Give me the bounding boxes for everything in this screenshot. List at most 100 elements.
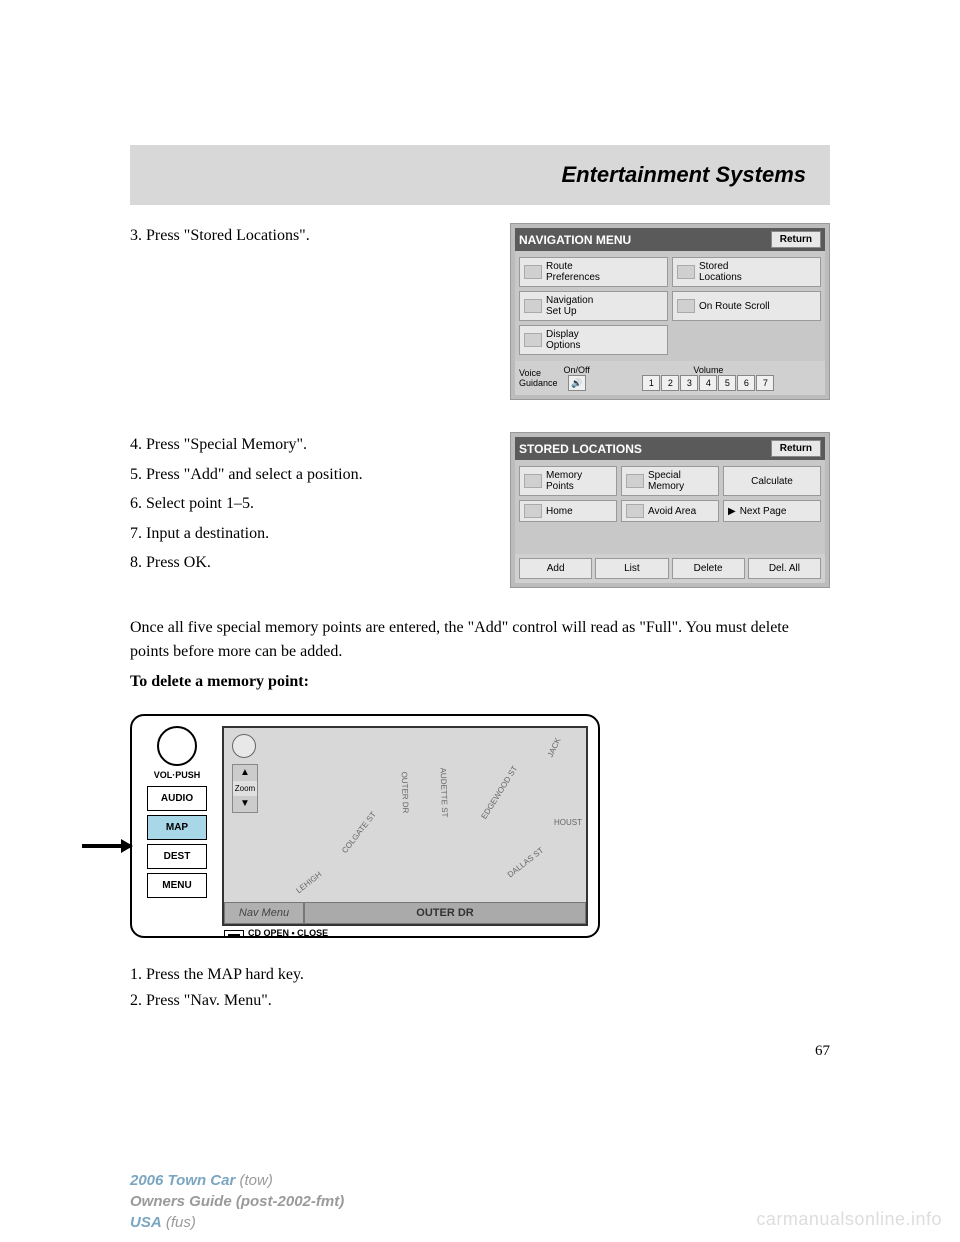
vol-6[interactable]: 6: [737, 375, 755, 391]
vol-5[interactable]: 5: [718, 375, 736, 391]
memory-icon: [524, 474, 542, 488]
current-street: OUTER DR: [304, 902, 586, 924]
setup-icon: [524, 299, 542, 313]
btn-label: Avoid Area: [648, 506, 696, 517]
voice-label: Voice Guidance: [519, 368, 558, 388]
scroll-icon: [677, 299, 695, 313]
btn-label: Display Options: [546, 329, 580, 351]
btn-label: Route Preferences: [546, 261, 600, 283]
map-street-label: EDGEWOOD ST: [479, 764, 519, 820]
delete-heading: To delete a memory point:: [130, 670, 830, 694]
audio-key[interactable]: AUDIO: [147, 786, 207, 811]
delall-button[interactable]: Del. All: [748, 558, 821, 579]
after-device-steps: 1. Press the MAP hard key. 2. Press "Nav…: [130, 962, 830, 1013]
calculate-button[interactable]: Calculate: [723, 466, 821, 496]
cd-label-text: CD OPEN • CLOSE: [248, 928, 328, 938]
btn-label: Stored Locations: [699, 261, 742, 283]
menu-key[interactable]: MENU: [147, 873, 207, 898]
vol-1[interactable]: 1: [642, 375, 660, 391]
cd-slot-icon: [224, 930, 244, 938]
onoff-button[interactable]: 🔊: [568, 375, 586, 391]
display-icon: [524, 333, 542, 347]
ss-titlebar: STORED LOCATIONS Return: [515, 437, 825, 460]
ss-bottom-row: Add List Delete Del. All: [515, 554, 825, 583]
btn-label: Memory Points: [546, 470, 582, 492]
ss-title: STORED LOCATIONS: [519, 442, 642, 456]
nav-menu-button[interactable]: Nav Menu: [224, 902, 304, 924]
list-button[interactable]: List: [595, 558, 668, 579]
nav-device-illustration: VOL·PUSH AUDIO MAP DEST MENU ▲ Zoom ▼ LE…: [130, 714, 600, 938]
next-page-button[interactable]: ▶Next Page: [723, 500, 821, 522]
step7: 7. Input a destination.: [130, 521, 490, 547]
zoom-control[interactable]: ▲ Zoom ▼: [232, 764, 258, 813]
step6: 6. Select point 1–5.: [130, 491, 490, 517]
step3-line: 3. Press "Stored Locations".: [130, 223, 490, 249]
delete-button[interactable]: Delete: [672, 558, 745, 579]
vol-2[interactable]: 2: [661, 375, 679, 391]
ss-button-grid: Route Preferences Stored Locations Navig…: [515, 251, 825, 361]
page-footer: 2006 Town Car (tow) Owners Guide (post-2…: [130, 1170, 830, 1233]
return-button[interactable]: Return: [771, 440, 821, 457]
memory-points-button[interactable]: Memory Points: [519, 466, 617, 496]
ss-grid: Memory Points Special Memory Calculate H…: [515, 460, 825, 528]
route-icon: [524, 265, 542, 279]
vol-4[interactable]: 4: [699, 375, 717, 391]
display-options-button[interactable]: Display Options: [519, 325, 668, 355]
footer-model-code: (tow): [240, 1172, 273, 1189]
return-button[interactable]: Return: [771, 231, 821, 248]
special-icon: [626, 474, 644, 488]
arrow-icon: ▶: [728, 506, 736, 517]
step8: 8. Press OK.: [130, 550, 490, 576]
map-street-label: LEHIGH: [294, 870, 323, 895]
route-scroll-button[interactable]: On Route Scroll: [672, 291, 821, 321]
add-button[interactable]: Add: [519, 558, 592, 579]
special-memory-button[interactable]: Special Memory: [621, 466, 719, 496]
zoom-out-icon[interactable]: ▼: [233, 796, 257, 812]
full-paragraph: Once all five special memory points are …: [130, 616, 830, 664]
cd-open-close[interactable]: CD OPEN • CLOSE: [224, 928, 328, 938]
watermark: carmanualsonline.info: [756, 1209, 942, 1230]
home-button[interactable]: Home: [519, 500, 617, 522]
volume-label: Volume: [693, 365, 723, 375]
nav-left-panel: VOL·PUSH AUDIO MAP DEST MENU: [142, 726, 212, 926]
footer-usa-code: (fus): [166, 1214, 196, 1231]
footer-model: 2006 Town Car: [130, 1172, 235, 1189]
btn-label: Calculate: [751, 476, 793, 487]
map-street-label: DALLAS ST: [506, 846, 546, 880]
route-prefs-button[interactable]: Route Preferences: [519, 257, 668, 287]
home-icon: [524, 504, 542, 518]
map-key[interactable]: MAP: [147, 815, 207, 840]
map-street-label: OUTER DR: [400, 771, 410, 813]
section-header: Entertainment Systems: [130, 145, 830, 205]
nav-setup-button[interactable]: Navigation Set Up: [519, 291, 668, 321]
nav-menu-screenshot: NAVIGATION MENU Return Route Preferences…: [510, 223, 830, 400]
btn-label: Home: [546, 506, 573, 517]
stored-locations-screenshot: STORED LOCATIONS Return Memory Points Sp…: [510, 432, 830, 588]
steps-4to8-row: 4. Press "Special Memory". 5. Press "Add…: [130, 432, 830, 588]
after-step2: 2. Press "Nav. Menu".: [130, 988, 830, 1014]
vol-7[interactable]: 7: [756, 375, 774, 391]
compass-icon[interactable]: [232, 734, 256, 758]
nav-map-screen: ▲ Zoom ▼ LEHIGHCOLGATE STOUTER DRAUDETTE…: [222, 726, 588, 926]
step5: 5. Press "Add" and select a position.: [130, 462, 490, 488]
step3-row: 3. Press "Stored Locations". NAVIGATION …: [130, 223, 830, 400]
voice-guidance-row: Voice Guidance On/Off 🔊 Volume 1 2 3 4 5…: [515, 361, 825, 395]
step3-text: 3. Press "Stored Locations".: [130, 223, 490, 253]
vol-3[interactable]: 3: [680, 375, 698, 391]
stored-locations-button[interactable]: Stored Locations: [672, 257, 821, 287]
header-title: Entertainment Systems: [561, 162, 806, 188]
zoom-label: Zoom: [233, 781, 257, 796]
footer-guide: Owners Guide (post-2002-fmt): [130, 1191, 830, 1212]
zoom-in-icon[interactable]: ▲: [233, 765, 257, 781]
arrow-indicator: [82, 844, 132, 848]
btn-label: On Route Scroll: [699, 301, 770, 312]
volume-knob[interactable]: [157, 726, 197, 766]
onoff-label: On/Off: [564, 365, 590, 375]
footer-usa: USA: [130, 1214, 162, 1231]
dest-key[interactable]: DEST: [147, 844, 207, 869]
pin-icon: [677, 265, 695, 279]
avoid-area-button[interactable]: Avoid Area: [621, 500, 719, 522]
map-street-label: JACK: [546, 736, 563, 758]
page-number: 67: [130, 1043, 830, 1060]
ss-title: NAVIGATION MENU: [519, 233, 631, 247]
